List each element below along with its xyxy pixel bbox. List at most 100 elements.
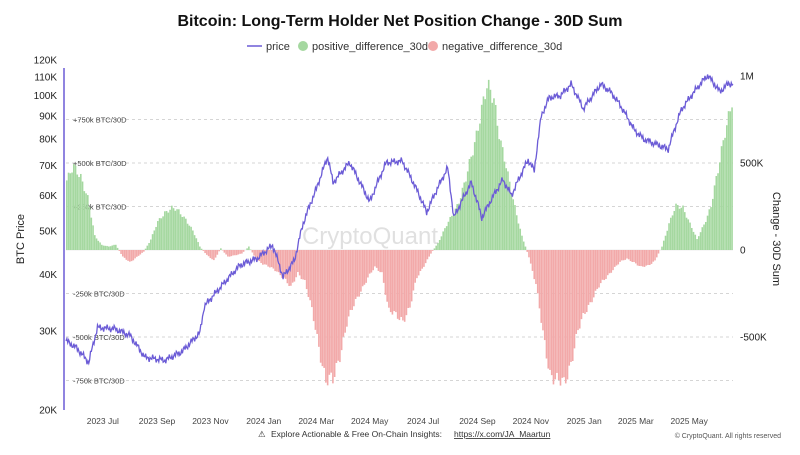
- positive-bar: [110, 246, 112, 250]
- negative-bar: [372, 250, 374, 270]
- negative-bar: [329, 250, 331, 375]
- negative-bar: [561, 250, 563, 378]
- negative-bar: [645, 250, 647, 266]
- positive-bar: [726, 125, 728, 250]
- right-tick-label: 1M: [740, 72, 754, 83]
- positive-bar: [173, 208, 175, 250]
- positive-bar: [672, 215, 674, 250]
- negative-bar: [535, 250, 537, 284]
- positive-bar: [715, 176, 717, 250]
- negative-bar: [297, 250, 299, 272]
- positive-bar: [673, 211, 675, 250]
- negative-bar: [572, 250, 574, 361]
- negative-bar: [617, 250, 619, 264]
- negative-bar: [304, 250, 306, 280]
- positive-bar: [708, 209, 710, 250]
- positive-bar: [201, 249, 203, 250]
- footer-link[interactable]: https://x.com/JA_Maartun: [454, 429, 551, 439]
- left-tick-label: 40K: [39, 270, 57, 281]
- chart-title: Bitcoin: Long-Term Holder Net Position C…: [177, 13, 622, 30]
- negative-bar: [133, 250, 135, 260]
- negative-bar: [224, 250, 226, 253]
- negative-bar: [556, 250, 558, 373]
- negative-bar: [421, 250, 423, 269]
- positive-bar: [507, 171, 509, 250]
- positive-bar: [728, 111, 730, 250]
- negative-bar: [127, 250, 129, 261]
- left-axis-label: BTC Price: [15, 214, 27, 264]
- negative-bar: [140, 250, 142, 254]
- negative-bar: [418, 250, 420, 275]
- positive-bar: [66, 180, 68, 250]
- negative-bar: [126, 250, 128, 260]
- x-tick-label: 2025 May: [671, 416, 709, 426]
- positive-bar: [449, 217, 451, 250]
- positive-bar: [521, 236, 523, 250]
- positive-bar: [693, 232, 695, 250]
- positive-bar: [719, 162, 721, 250]
- positive-bar: [169, 210, 171, 250]
- positive-bar: [176, 209, 178, 250]
- negative-bar: [582, 250, 584, 313]
- x-tick-label: 2024 Mar: [298, 416, 334, 426]
- x-tick-label: 2024 Nov: [513, 416, 550, 426]
- positive-bar: [220, 248, 222, 250]
- negative-bar: [371, 250, 373, 273]
- negative-bar: [577, 250, 579, 330]
- positive-bar: [145, 249, 147, 250]
- negative-bar: [211, 250, 213, 259]
- legend: price positive_difference_30d negative_d…: [247, 41, 562, 53]
- watermark: CryptoQuant: [302, 223, 438, 250]
- negative-bar: [631, 250, 633, 262]
- legend-negative-swatch: [428, 41, 438, 51]
- footer: ⚠ Explore Actionable & Free On-Chain Ins…: [258, 429, 781, 440]
- positive-bar: [691, 228, 693, 250]
- positive-bar: [721, 146, 723, 250]
- negative-bar: [427, 250, 429, 259]
- negative-bar: [369, 250, 371, 274]
- positive-bar: [675, 204, 677, 250]
- positive-bar: [714, 185, 716, 250]
- negative-bar: [619, 250, 621, 262]
- negative-bar: [364, 250, 366, 285]
- positive-bar: [196, 238, 198, 250]
- negative-bar: [614, 250, 616, 267]
- legend-price-label: price: [266, 41, 290, 53]
- positive-bar: [113, 245, 115, 250]
- negative-bar: [351, 250, 353, 310]
- positive-bar: [511, 194, 513, 250]
- negative-bar: [215, 250, 217, 258]
- right-tick-label: 0: [740, 246, 746, 257]
- left-tick-label: 50K: [39, 227, 57, 238]
- positive-bar: [497, 126, 499, 250]
- negative-bar: [413, 250, 415, 290]
- positive-bar: [105, 246, 107, 250]
- negative-bar: [558, 250, 560, 380]
- negative-bar: [563, 250, 565, 377]
- x-tick-label: 2024 Sep: [459, 416, 496, 426]
- positive-bar: [701, 227, 703, 250]
- negative-bar: [554, 250, 556, 379]
- positive-bar: [696, 239, 698, 250]
- negative-bar: [337, 250, 339, 361]
- positive-bar: [682, 206, 684, 250]
- positive-bar: [161, 218, 163, 250]
- negative-bar: [605, 250, 607, 279]
- negative-bar: [400, 250, 402, 317]
- negative-bar: [395, 250, 397, 312]
- positive-bar: [493, 98, 495, 250]
- negative-bar: [336, 250, 338, 363]
- positive-bar: [112, 245, 114, 250]
- negative-bar: [407, 250, 409, 308]
- negative-bar: [213, 250, 215, 260]
- negative-bar: [379, 250, 381, 272]
- positive-bar: [87, 195, 89, 250]
- positive-bar: [477, 131, 479, 250]
- negative-bar: [327, 250, 329, 385]
- negative-bar: [386, 250, 388, 302]
- negative-bar: [623, 250, 625, 260]
